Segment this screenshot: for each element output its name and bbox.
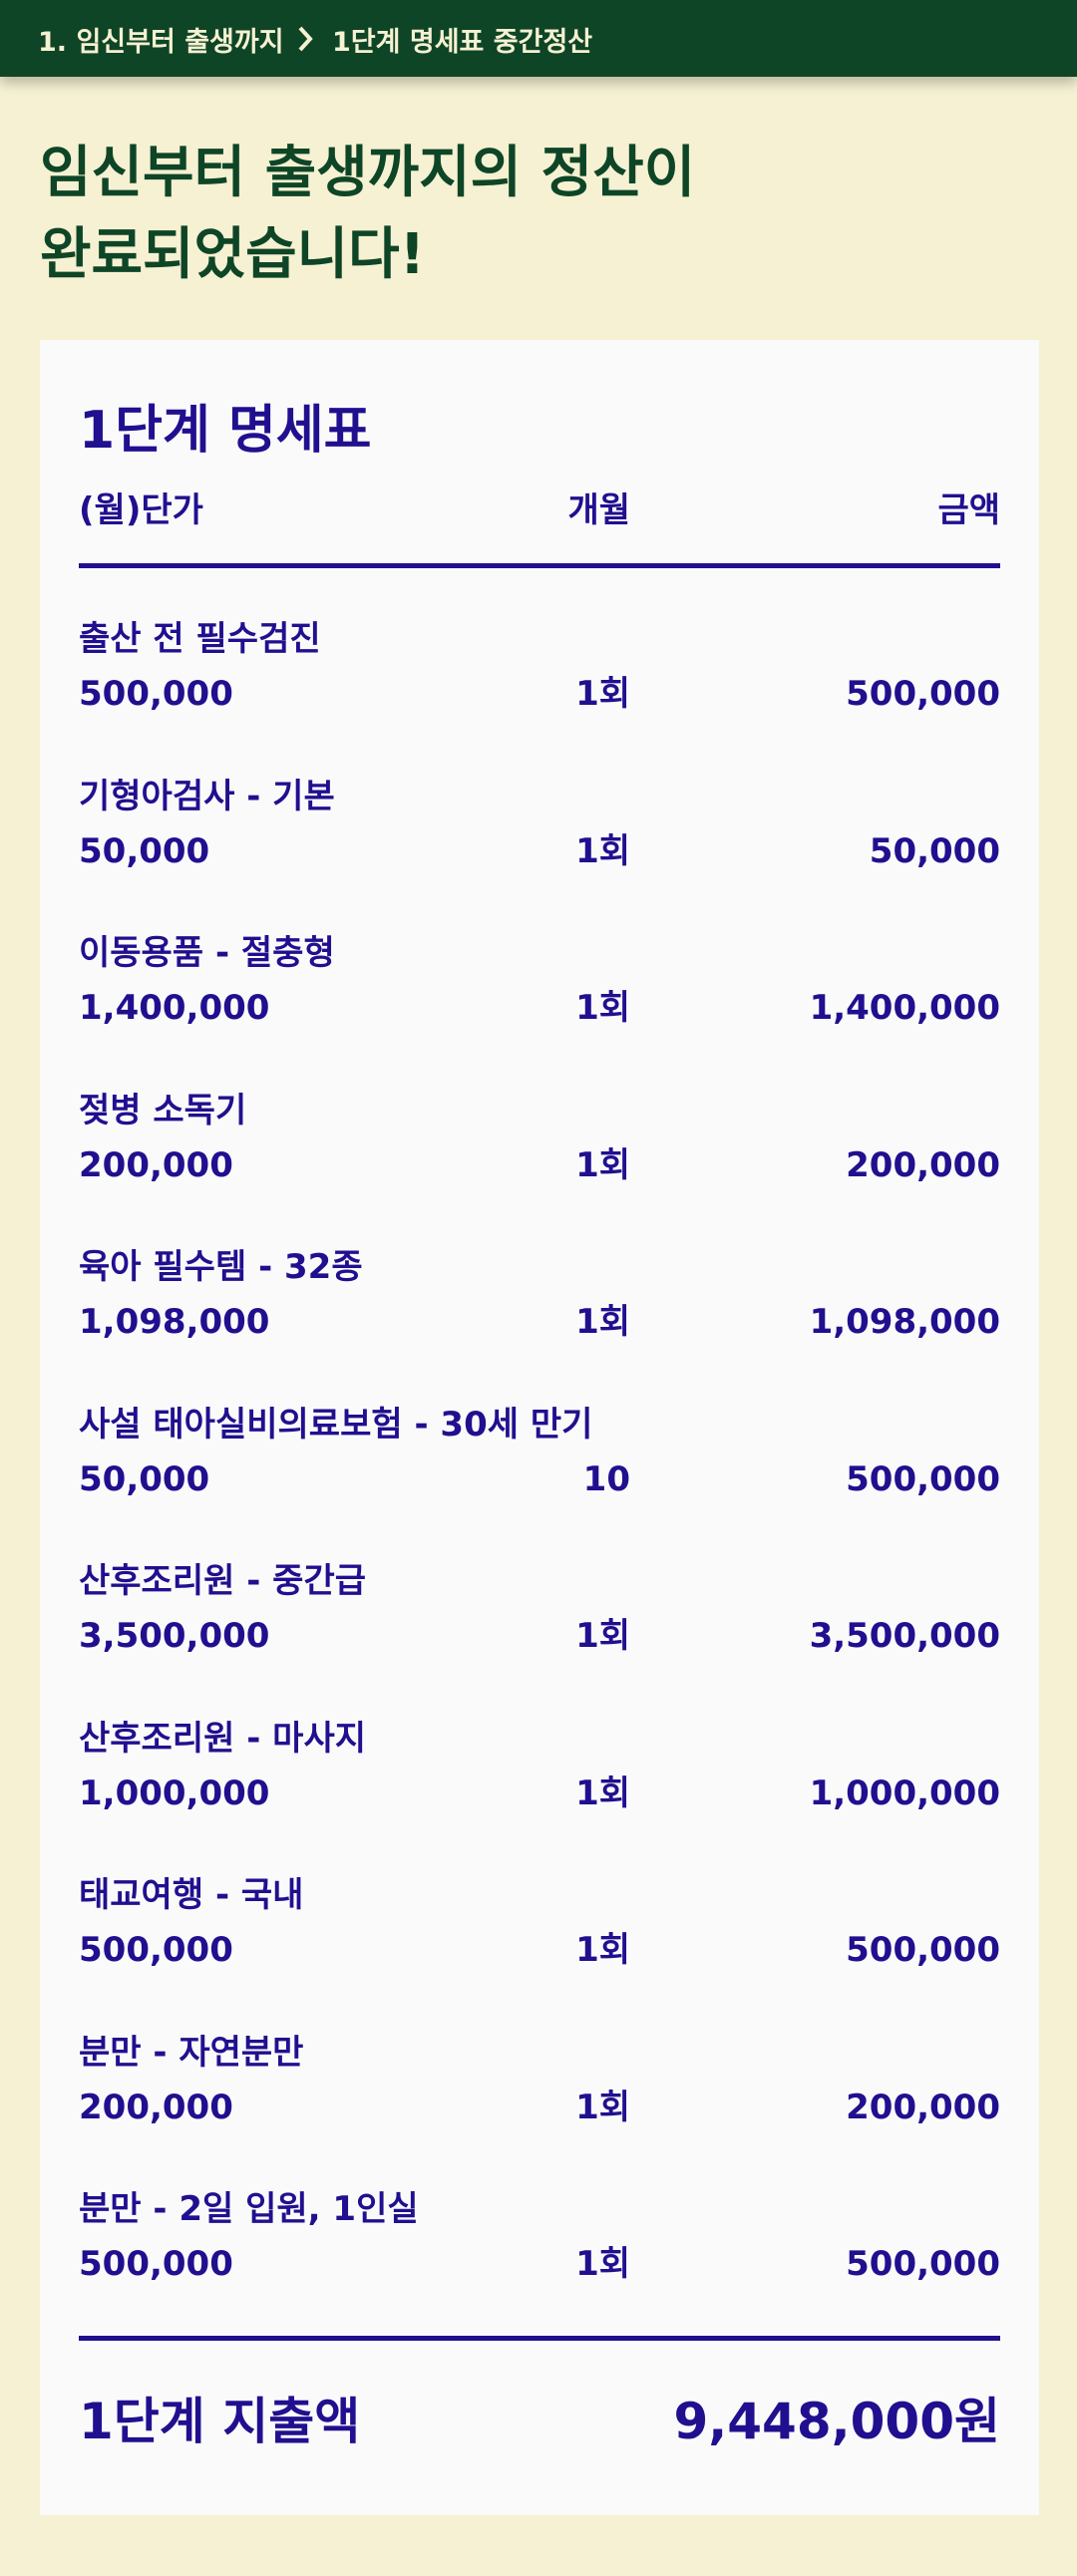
item-price: 1,000,000 xyxy=(79,1772,270,1813)
item-amount: 1,000,000 xyxy=(809,1772,1000,1813)
item-name: 육아 필수템 - 32종 xyxy=(79,1247,363,1287)
item-amount: 500,000 xyxy=(846,1930,1000,1970)
item-amount: 200,000 xyxy=(846,1144,1000,1185)
column-header: (월)단가 xyxy=(79,490,203,530)
item-price: 50,000 xyxy=(79,1458,210,1499)
item-price: 1,400,000 xyxy=(79,988,270,1028)
divider xyxy=(79,2336,1000,2341)
item-count: 1회 xyxy=(575,988,630,1028)
item-name: 출산 전 필수검진 xyxy=(79,619,321,659)
item-count: 1회 xyxy=(575,1772,630,1813)
item-count: 1회 xyxy=(575,830,630,871)
item-price: 200,000 xyxy=(79,2087,233,2127)
item-price: 1,098,000 xyxy=(79,1302,270,1342)
item-name: 기형아검사 - 기본 xyxy=(79,776,335,816)
item-name: 산후조리원 - 마사지 xyxy=(79,1718,367,1759)
title-line: 임신부터 출생까지의 정산이 xyxy=(40,141,696,205)
item-name: 이동용품 - 절충형 xyxy=(79,933,335,973)
item-amount: 200,000 xyxy=(846,2087,1000,2127)
item-name: 산후조리원 - 중간급 xyxy=(79,1561,367,1601)
item-count: 10 xyxy=(582,1458,630,1499)
item-amount: 1,098,000 xyxy=(809,1302,1000,1342)
divider xyxy=(79,563,1000,568)
item-count: 1회 xyxy=(575,2087,630,2127)
item-price: 500,000 xyxy=(79,674,233,714)
item-count: 1회 xyxy=(575,674,630,714)
item-count: 1회 xyxy=(575,1930,630,1970)
item-amount: 500,000 xyxy=(846,2244,1000,2284)
total-amount: 9,448,000원 xyxy=(673,2393,1000,2450)
item-name: 태교여행 - 국내 xyxy=(79,1875,304,1915)
breadcrumb-bar: 1. 임신부터 출생까지 1단계 명세표 중간정산 xyxy=(0,0,1077,77)
item-name: 사설 태아실비의료보험 - 30세 만기 xyxy=(79,1404,593,1445)
statement-card: 1단계 명세표 (월)단가 개월 금액 1단계 지출액 9,448,000원 출… xyxy=(40,340,1039,2515)
item-name: 분만 - 2일 입원, 1인실 xyxy=(79,2189,419,2229)
chevron-icon xyxy=(298,26,313,52)
crumb: 1단계 명세표 중간정산 xyxy=(332,27,593,58)
item-count: 1회 xyxy=(575,1302,630,1342)
item-amount: 500,000 xyxy=(846,1458,1000,1499)
crumb[interactable]: 1. 임신부터 출생까지 xyxy=(38,27,284,58)
item-count: 1회 xyxy=(575,1144,630,1185)
item-price: 50,000 xyxy=(79,830,210,871)
item-amount: 3,500,000 xyxy=(809,1616,1000,1656)
column-header: 금액 xyxy=(937,490,1000,530)
statement-title: 1단계 명세표 xyxy=(79,401,372,461)
item-price: 500,000 xyxy=(79,2244,233,2284)
title-line: 완료되었습니다! xyxy=(40,222,426,287)
column-header: 개월 xyxy=(567,490,630,530)
item-price: 3,500,000 xyxy=(79,1616,270,1656)
item-amount: 1,400,000 xyxy=(809,988,1000,1028)
item-count: 1회 xyxy=(575,1616,630,1656)
item-count: 1회 xyxy=(575,2244,630,2284)
total-label: 1단계 지출액 xyxy=(79,2393,361,2450)
item-price: 200,000 xyxy=(79,1144,233,1185)
item-price: 500,000 xyxy=(79,1930,233,1970)
item-amount: 500,000 xyxy=(846,674,1000,714)
item-name: 분만 - 자연분만 xyxy=(79,2032,304,2073)
item-amount: 50,000 xyxy=(869,830,1000,871)
item-name: 젖병 소독기 xyxy=(79,1090,247,1130)
